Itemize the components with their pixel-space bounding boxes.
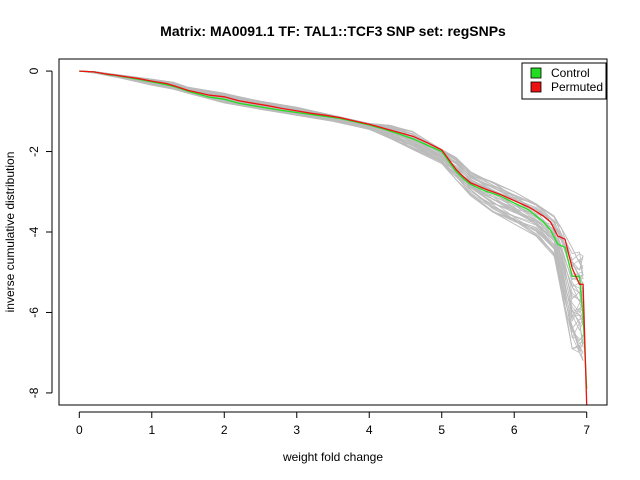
x-tick-label: 2 [221,423,228,437]
x-tick-label: 6 [511,423,518,437]
permutation-curve [79,70,584,299]
x-tick-label: 1 [148,423,155,437]
legend-swatch [530,67,542,79]
permutation-curve [79,70,584,361]
permutation-curve [79,70,584,303]
permutation-curve [79,70,584,293]
permutation-curve [79,70,584,293]
legend-label: Permuted [551,80,603,94]
permutation-curve [79,70,584,284]
series-line-permuted [79,70,588,406]
x-axis-label: weight fold change [282,450,383,464]
y-axis-label: inverse cumulative distribution [3,152,17,313]
x-tick-label: 0 [76,423,83,437]
x-tick-label: 7 [583,423,590,437]
permutation-curve [79,70,584,277]
series-lines [79,70,588,406]
permutation-curve [79,70,584,282]
legend-label: Control [551,66,590,80]
y-axis: 0 -2 -4 -6 -8 [27,67,53,398]
permutation-curve [79,70,584,261]
permutation-curve [79,70,584,286]
permutation-curve [79,70,584,271]
permutation-curve [79,70,584,305]
permutation-curve [79,70,584,353]
permutation-curve [79,70,584,312]
x-axis: 0 1 2 3 4 5 6 7 [76,411,590,437]
permutation-curve [79,70,584,298]
background-curves [79,70,584,361]
y-tick-label: 0 [27,67,41,74]
chart-title: Matrix: MA0091.1 TF: TAL1::TCF3 SNP set:… [160,23,506,39]
permutation-curve [79,70,584,278]
permutation-curve [79,70,584,271]
permutation-curve [79,70,584,279]
x-tick-label: 5 [438,423,445,437]
x-tick-label: 3 [293,423,300,437]
permutation-curve [79,70,584,280]
plot-frame [58,58,608,406]
x-tick-label: 4 [366,423,373,437]
y-tick-label: -8 [27,387,41,398]
permutation-curve [79,70,584,269]
legend-swatch [530,81,542,93]
permutation-curve [79,70,584,277]
y-tick-label: -4 [27,226,41,237]
permutation-curve [79,70,584,353]
permutation-curve [79,70,584,264]
y-tick-label: -2 [27,146,41,157]
series-line-control [79,70,588,389]
y-tick-label: -6 [27,307,41,318]
